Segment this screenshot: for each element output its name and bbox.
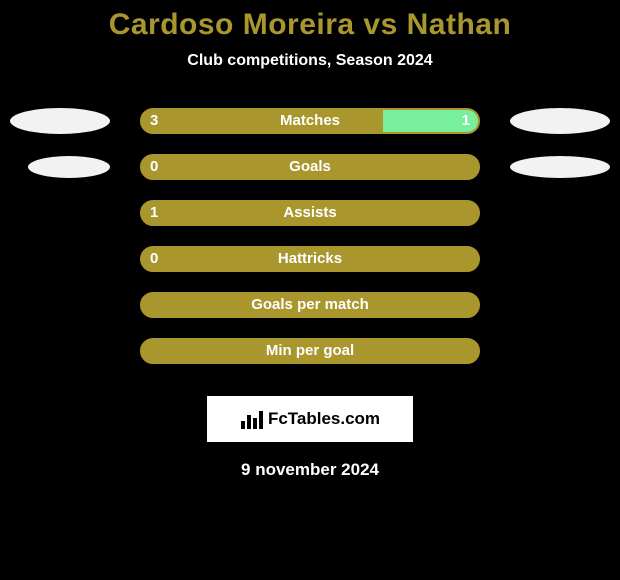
stat-bar-left (142, 248, 480, 270)
stat-bar-track (140, 154, 480, 180)
stat-bar-left (142, 340, 480, 362)
stat-bar-track (140, 292, 480, 318)
footer-date: 9 november 2024 (0, 460, 620, 480)
stat-bar-track (140, 108, 480, 134)
stat-bar-track (140, 338, 480, 364)
stat-row: Matches31 (0, 108, 620, 154)
comparison-chart: Matches31Goals0Assists1Hattricks0Goals p… (0, 108, 620, 384)
stat-bar-left (142, 110, 387, 132)
stat-bar-track (140, 200, 480, 226)
page-subtitle: Club competitions, Season 2024 (0, 52, 620, 70)
club-badge-right (510, 156, 610, 178)
club-badge-left (10, 108, 110, 134)
stat-bar-track (140, 246, 480, 272)
page-title: Cardoso Moreira vs Nathan (0, 0, 620, 42)
stat-row: Hattricks0 (0, 246, 620, 292)
stat-row: Min per goal (0, 338, 620, 384)
stat-bar-left (142, 156, 480, 178)
attribution-text: FcTables.com (268, 409, 380, 429)
stat-bar-left (142, 294, 480, 316)
bars-icon (240, 409, 264, 429)
stat-row: Assists1 (0, 200, 620, 246)
club-badge-left (28, 156, 110, 178)
stat-bar-left (142, 202, 480, 224)
club-badge-right (510, 108, 610, 134)
attribution-badge[interactable]: FcTables.com (207, 396, 413, 442)
stat-bar-right (383, 110, 478, 132)
stat-row: Goals per match (0, 292, 620, 338)
stat-row: Goals0 (0, 154, 620, 200)
